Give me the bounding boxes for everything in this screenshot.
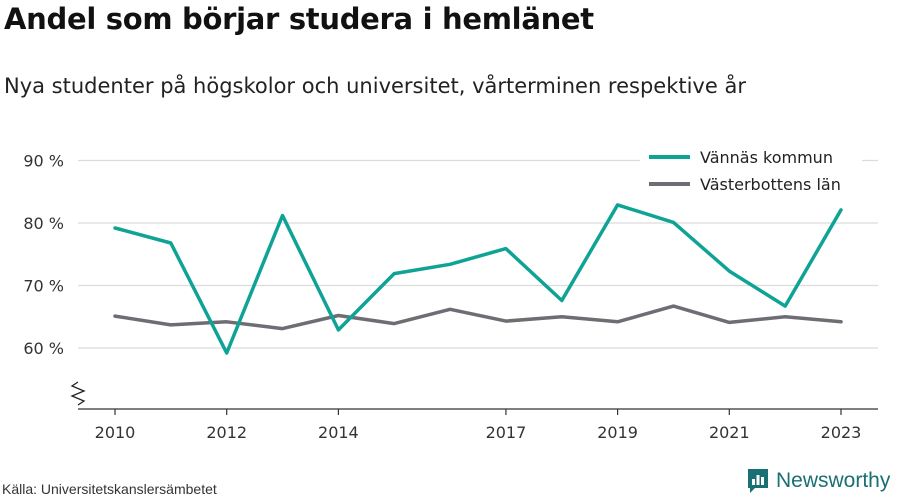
line-chart: 60 % 70 % 80 % 90 % 2010 2012 2014 2017 2019 2021… bbox=[23, 147, 878, 442]
y-tick-label: 60 % bbox=[23, 339, 64, 358]
x-tick-label: 2014 bbox=[318, 423, 359, 442]
series-lines bbox=[113, 203, 843, 355]
x-tick-label: 2012 bbox=[206, 423, 247, 442]
brand: Newsworthy bbox=[746, 468, 890, 494]
y-tick-label: 80 % bbox=[23, 214, 64, 233]
x-tick-label: 2023 bbox=[821, 423, 862, 442]
legend: Vännäs kommun Västerbottens län bbox=[640, 147, 862, 199]
legend-label: Västerbottens län bbox=[700, 175, 841, 194]
y-tick-label: 90 % bbox=[23, 152, 64, 171]
newsworthy-logo-icon bbox=[748, 469, 768, 493]
series-line bbox=[113, 203, 843, 355]
x-tick-label: 2021 bbox=[709, 423, 750, 442]
x-tick-label: 2010 bbox=[95, 423, 136, 442]
legend-label: Vännäs kommun bbox=[700, 148, 833, 167]
x-tick-label: 2017 bbox=[486, 423, 527, 442]
chart-subtitle: Nya studenter på högskolor och universit… bbox=[4, 74, 746, 98]
source-note: Källa: Universitetskanslersämbetet bbox=[2, 481, 217, 497]
x-tick-label: 2019 bbox=[597, 423, 638, 442]
y-tick-label: 70 % bbox=[23, 277, 64, 296]
brand-name: Newsworthy bbox=[776, 469, 891, 492]
axes: 60 % 70 % 80 % 90 % 2010 2012 2014 2017 2019 2021… bbox=[23, 152, 878, 442]
axis-break-icon bbox=[70, 381, 86, 406]
chart-title: Andel som börjar studera i hemlänet bbox=[4, 2, 594, 36]
series-line bbox=[113, 304, 843, 331]
